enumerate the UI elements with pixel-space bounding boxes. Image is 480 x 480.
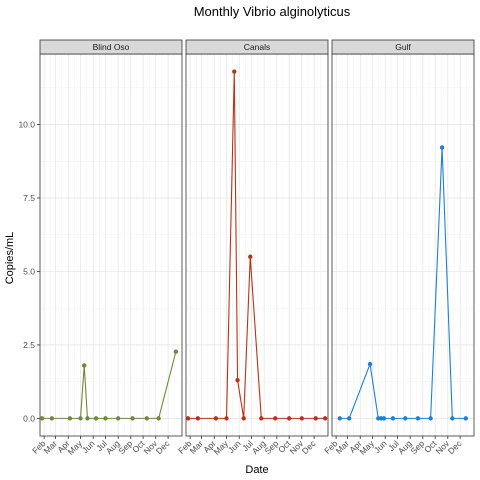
data-point: [337, 416, 342, 421]
data-point: [173, 349, 179, 354]
data-point: [232, 69, 237, 74]
data-point: [241, 416, 246, 421]
data-point: [450, 416, 455, 421]
data-point: [81, 363, 87, 368]
y-tick-label: 7.5: [23, 193, 35, 203]
data-point: [115, 416, 121, 421]
data-point: [428, 416, 433, 421]
facet-strip: [39, 39, 183, 55]
data-point: [39, 416, 45, 421]
data-point: [185, 416, 191, 421]
chart-title: Monthly Vibrio alginolyticus: [194, 4, 351, 19]
data-point: [235, 377, 240, 383]
x-tick-label: Dec: [300, 438, 318, 456]
data-point: [78, 416, 83, 421]
data-point: [93, 416, 99, 421]
x-axis-title: Date: [245, 464, 268, 476]
data-point: [322, 416, 328, 421]
y-tick-label: 2.5: [23, 340, 35, 350]
data-point: [130, 416, 135, 421]
data-point: [248, 254, 253, 259]
y-tick-label: 5.0: [23, 266, 35, 276]
data-point: [367, 361, 373, 367]
facet-strip-label: Canals: [244, 42, 270, 52]
data-point: [259, 416, 264, 421]
panel-background: [332, 54, 474, 436]
data-point: [103, 416, 108, 421]
data-point: [463, 416, 469, 421]
facet-strip: [331, 39, 475, 55]
y-axis: 0.0 2.5 5.0 7.5 10.0: [18, 120, 40, 423]
facet-strip-label: Blind Oso: [93, 42, 130, 52]
x-tick-label: Dec: [154, 438, 172, 456]
data-point: [195, 416, 201, 421]
data-point: [85, 416, 90, 421]
data-point: [273, 416, 278, 421]
data-point: [415, 416, 421, 421]
data-point: [67, 416, 73, 421]
y-axis-title: Copies/mL: [4, 232, 16, 285]
data-point: [286, 416, 292, 421]
data-point: [390, 416, 396, 421]
data-point: [299, 416, 305, 421]
data-point: [213, 416, 219, 421]
facet-blind-oso: Blind OsoFebMarAprMayJunJulAugSepOctNovD…: [30, 39, 183, 457]
data-point: [403, 416, 408, 421]
y-tick-label: 0.0: [23, 413, 35, 423]
data-point: [313, 416, 318, 421]
data-point: [144, 416, 150, 421]
data-point: [346, 416, 352, 421]
facet-strip: [185, 39, 329, 55]
panel-background: [186, 54, 328, 436]
panel-background: [40, 54, 182, 436]
data-point: [49, 416, 55, 421]
x-tick-label: Dec: [446, 438, 464, 456]
data-point: [224, 416, 229, 421]
facet-strip-label: Gulf: [395, 42, 411, 52]
data-point: [156, 416, 161, 421]
data-point: [381, 416, 387, 421]
data-point: [439, 145, 445, 150]
y-tick-label: 10.0: [18, 120, 35, 130]
facet-panels: Blind OsoFebMarAprMayJunJulAugSepOctNovD…: [30, 39, 475, 457]
